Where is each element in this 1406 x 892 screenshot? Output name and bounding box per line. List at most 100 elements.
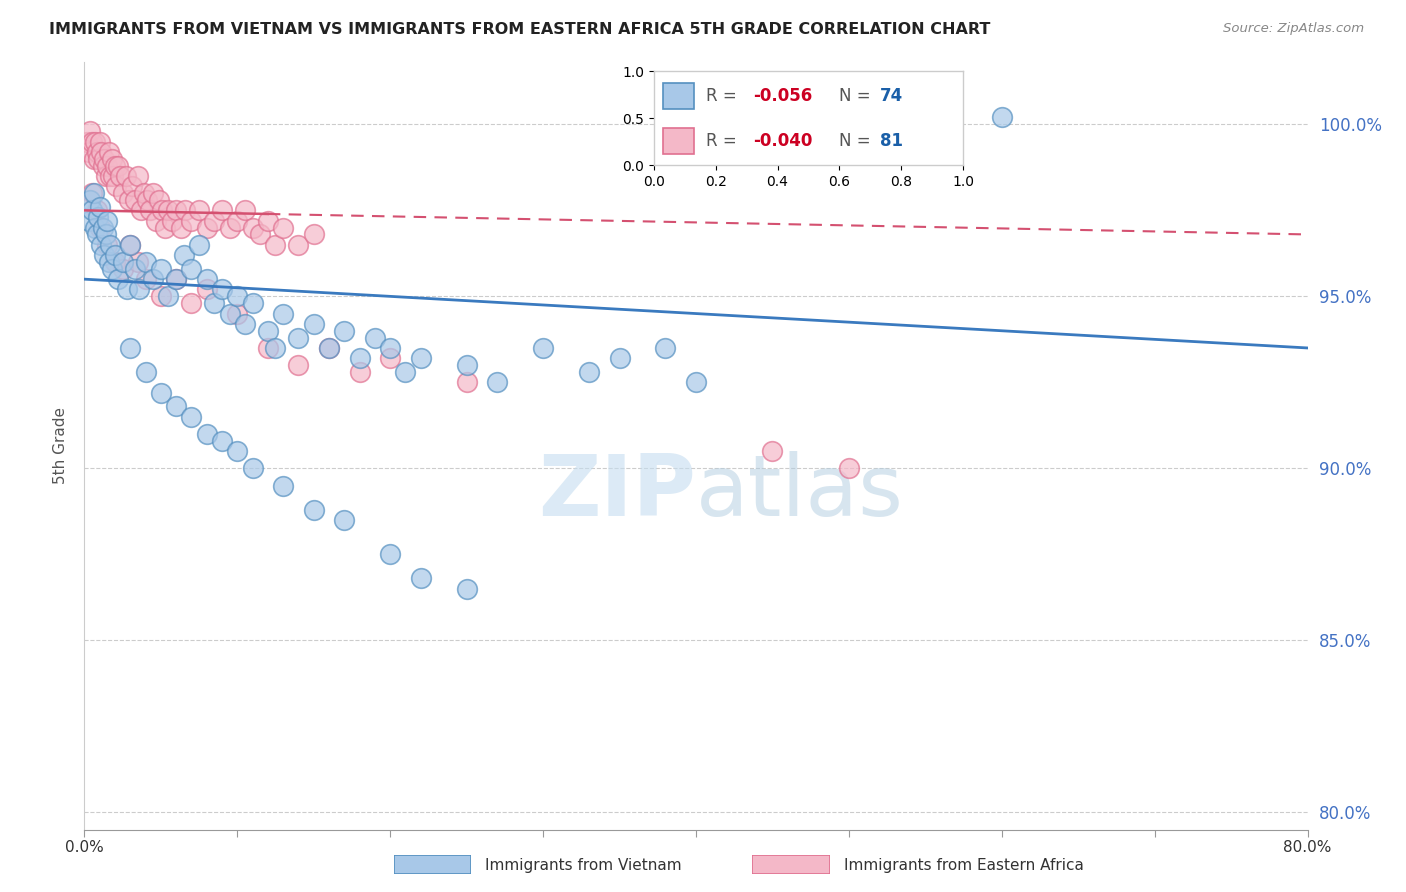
Text: R =: R = <box>706 132 742 150</box>
Point <box>87 152 110 166</box>
Point <box>80 186 103 201</box>
Point <box>157 203 180 218</box>
Point <box>98 169 121 183</box>
Point <box>394 365 416 379</box>
Point <box>188 203 211 218</box>
Point <box>79 124 101 138</box>
Point <box>170 220 193 235</box>
Point <box>364 331 387 345</box>
Point <box>211 203 233 218</box>
Point <box>761 444 783 458</box>
Point <box>318 341 340 355</box>
Point <box>409 571 432 585</box>
Point <box>226 307 249 321</box>
Point <box>79 193 101 207</box>
Point <box>165 272 187 286</box>
Point <box>180 296 202 310</box>
Point <box>271 220 294 235</box>
Text: 81: 81 <box>880 132 903 150</box>
Point <box>180 409 202 424</box>
Point <box>128 283 150 297</box>
Point <box>136 193 159 207</box>
Point <box>257 324 280 338</box>
Point <box>349 365 371 379</box>
Point <box>838 461 860 475</box>
Point <box>87 211 110 225</box>
Point <box>287 237 309 252</box>
Point <box>257 213 280 227</box>
Point <box>101 261 124 276</box>
Point <box>456 376 478 390</box>
Point <box>91 220 114 235</box>
Point <box>380 351 402 366</box>
Point <box>991 111 1014 125</box>
Point <box>90 237 112 252</box>
Point <box>114 169 136 183</box>
Point <box>302 317 325 331</box>
Point <box>233 203 256 218</box>
Point <box>218 220 240 235</box>
Text: ZIP: ZIP <box>538 450 696 533</box>
Point <box>195 272 218 286</box>
Point <box>120 341 142 355</box>
Point <box>91 159 114 173</box>
Text: -0.040: -0.040 <box>752 132 813 150</box>
Text: 80.0%: 80.0% <box>1284 840 1331 855</box>
Point <box>333 513 356 527</box>
Text: N =: N = <box>839 87 876 104</box>
Text: Immigrants from Eastern Africa: Immigrants from Eastern Africa <box>844 858 1084 872</box>
Point <box>160 213 183 227</box>
Text: -0.056: -0.056 <box>752 87 813 104</box>
Point <box>104 248 127 262</box>
Point <box>84 220 107 235</box>
Point <box>127 169 149 183</box>
Point <box>93 248 115 262</box>
Point <box>135 272 157 286</box>
Point <box>142 186 165 201</box>
Point <box>349 351 371 366</box>
Point <box>264 237 287 252</box>
Point <box>96 159 118 173</box>
Point <box>120 237 142 252</box>
Point <box>115 283 138 297</box>
Point <box>531 341 554 355</box>
Point <box>105 179 128 194</box>
Point <box>380 547 402 561</box>
Y-axis label: 5th Grade: 5th Grade <box>53 408 69 484</box>
Point <box>89 220 111 235</box>
Point <box>226 444 249 458</box>
Point <box>155 220 177 235</box>
Point <box>107 159 129 173</box>
Point <box>94 227 117 242</box>
Point <box>142 272 165 286</box>
Point <box>578 365 600 379</box>
Bar <box>664 128 695 153</box>
Point <box>83 186 105 201</box>
Point <box>174 203 197 218</box>
Point <box>129 203 152 218</box>
Point <box>77 145 100 159</box>
Point <box>195 220 218 235</box>
Point <box>120 237 142 252</box>
Point <box>132 186 155 201</box>
Point <box>233 317 256 331</box>
Text: Immigrants from Vietnam: Immigrants from Vietnam <box>485 858 682 872</box>
Point <box>257 341 280 355</box>
Point <box>271 307 294 321</box>
Point <box>202 296 225 310</box>
Point <box>118 193 141 207</box>
Point <box>287 358 309 372</box>
Point <box>149 289 172 303</box>
Point <box>98 237 121 252</box>
Point <box>242 461 264 475</box>
Point <box>195 283 218 297</box>
Point <box>654 341 676 355</box>
Point <box>107 272 129 286</box>
Text: Source: ZipAtlas.com: Source: ZipAtlas.com <box>1223 22 1364 36</box>
Point <box>77 213 100 227</box>
Point <box>84 135 107 149</box>
Point <box>94 169 117 183</box>
Point <box>124 193 146 207</box>
Point <box>157 289 180 303</box>
Point <box>165 272 187 286</box>
